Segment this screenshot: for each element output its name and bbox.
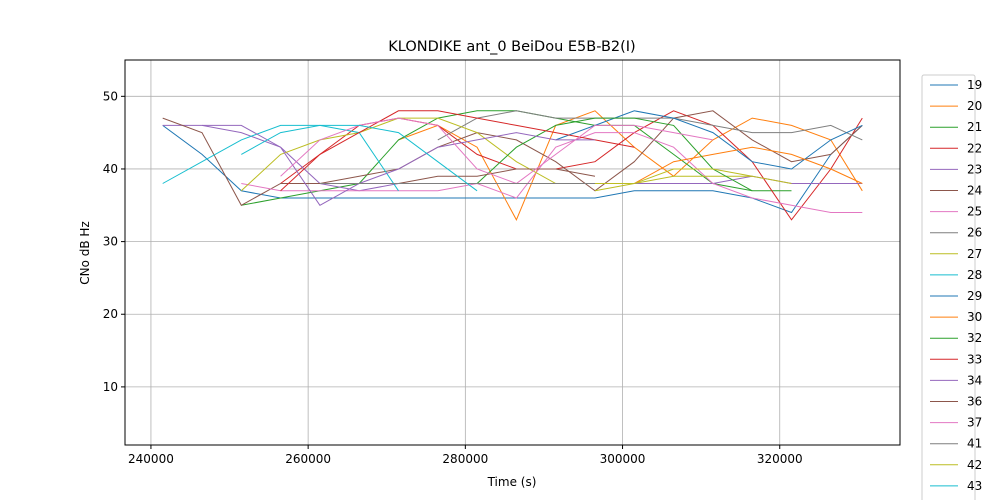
legend-label: 41	[967, 437, 982, 451]
legend-label: 26	[967, 226, 982, 240]
legend: 19 20 21 22 23 24 25 26 27 28 29 30 32 33 34 36 37 41 42 43	[921, 74, 982, 500]
series-line	[555, 110, 863, 170]
legend-label: 32	[967, 331, 982, 345]
x-axis-label: Time (s)	[487, 475, 537, 489]
legend-label: 25	[967, 205, 982, 219]
legend-label: 29	[967, 289, 982, 303]
legend-label: 24	[967, 184, 982, 198]
series-line	[476, 117, 753, 192]
legend-label: 27	[967, 247, 982, 261]
y-tick-label: 20	[103, 307, 118, 321]
x-tick-label: 280000	[442, 452, 488, 466]
x-tick-label: 320000	[757, 452, 803, 466]
chart-title: KLONDIKE ant_0 BeiDou E5B-B2(I)	[388, 39, 635, 55]
x-tick-label: 240000	[128, 452, 174, 466]
plot-frame	[124, 59, 901, 446]
y-tick-label: 30	[103, 235, 118, 249]
y-tick-label: 50	[103, 89, 118, 103]
legend-box	[921, 74, 976, 500]
x-tick-label: 300000	[600, 452, 646, 466]
series-line	[594, 168, 753, 192]
legend-label: 28	[967, 268, 982, 282]
y-tick-label: 10	[103, 380, 118, 394]
y-axis-label: CNo dB Hz	[78, 221, 92, 285]
x-tick-label: 260000	[285, 452, 331, 466]
legend-label: 34	[967, 373, 982, 387]
series-line	[280, 117, 713, 185]
legend-label: 20	[967, 99, 982, 113]
legend-label: 42	[967, 458, 982, 472]
legend-label: 37	[967, 416, 982, 430]
y-tick-label: 40	[103, 162, 118, 176]
series-line	[398, 168, 596, 184]
series-line	[241, 124, 478, 192]
legend-label: 23	[967, 162, 982, 176]
series-line	[240, 117, 792, 192]
series-line	[280, 110, 635, 192]
legend-label: 30	[967, 310, 982, 324]
legend-label: 36	[967, 395, 982, 409]
series-line	[162, 110, 863, 206]
legend-label: 22	[967, 141, 982, 155]
legend-label: 33	[967, 352, 982, 366]
legend-label: 19	[967, 78, 982, 92]
series-line	[437, 110, 863, 141]
legend-label: 21	[967, 120, 982, 134]
series-line	[634, 146, 863, 184]
legend-label: 43	[967, 479, 982, 493]
